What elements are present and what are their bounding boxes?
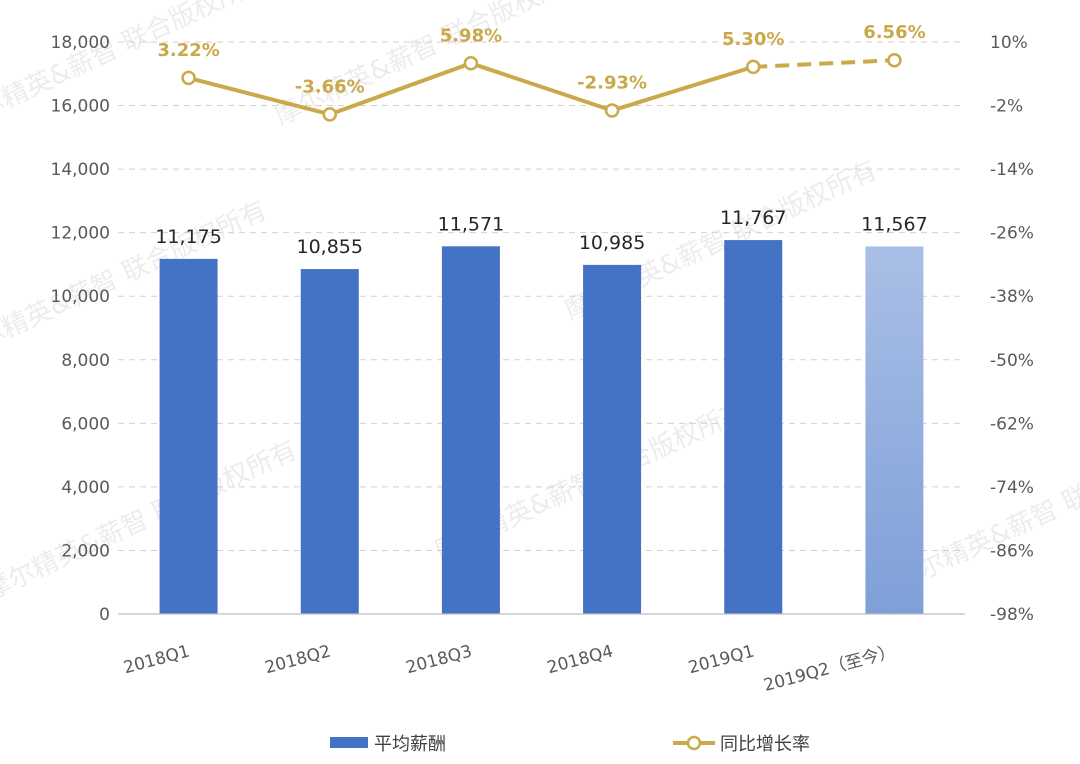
- bar: [724, 240, 783, 614]
- growth-value-label: -2.93%: [577, 72, 647, 93]
- y-left-tick-label: 14,000: [51, 160, 110, 180]
- line-series: 3.22% -3.66% 5.98% -2.93% 5.30% 6.56%: [157, 22, 926, 122]
- y-left-tick-label: 12,000: [51, 224, 110, 244]
- y-left-tick-label: 18,000: [51, 33, 110, 53]
- watermark-text: 摩尔精英&薪智 联合版权所有: [0, 435, 302, 606]
- bar: [865, 246, 924, 614]
- bar-series: 11,175 10,855 11,571 10,985 11,767 11,567: [155, 207, 928, 615]
- bar-value-label: 10,985: [579, 232, 645, 254]
- legend-line-marker: [686, 735, 702, 751]
- y-left-tick-label: 6,000: [61, 414, 110, 434]
- growth-value-label: 3.22%: [157, 40, 219, 61]
- x-tick-label: 2019Q2（至今）: [762, 642, 898, 696]
- bar: [441, 246, 500, 615]
- growth-point: [322, 107, 337, 122]
- growth-point: [887, 52, 902, 68]
- y-left-tick-label: 16,000: [51, 97, 110, 117]
- y-right-tick-label: -14%: [990, 160, 1034, 180]
- watermark-text: 摩尔精英&薪智 联合版权所有: [0, 0, 272, 136]
- y-right-tick-label: -86%: [990, 541, 1034, 561]
- y-left-tick-label: 8,000: [61, 351, 110, 371]
- grid-lines: [118, 41, 965, 551]
- bar-value-label: 11,175: [155, 226, 221, 248]
- y-left-tick-label: 10,000: [51, 287, 110, 307]
- growth-value-label: 5.98%: [440, 25, 502, 46]
- y-right-tick-label: -2%: [990, 97, 1023, 117]
- bar: [583, 264, 642, 614]
- growth-point: [181, 70, 196, 86]
- growth-value-label: 5.30%: [722, 29, 784, 50]
- y-right-tick-label: -38%: [990, 287, 1034, 307]
- x-tick-label: 2018Q4: [545, 642, 615, 679]
- bar: [159, 258, 218, 614]
- y-right-tick-label: -74%: [990, 478, 1034, 498]
- y-right-tick-label: -50%: [990, 351, 1034, 371]
- growth-point: [463, 56, 479, 71]
- y-left-tick-label: 0: [99, 605, 110, 625]
- growth-line-forecast: [753, 58, 895, 69]
- bar-value-label: 10,855: [297, 236, 363, 258]
- x-tick-label: 2018Q2: [263, 642, 333, 679]
- y-right-tick-label: 10%: [990, 33, 1028, 53]
- growth-value-label: 6.56%: [863, 22, 925, 43]
- legend-bar-swatch: [330, 737, 368, 748]
- growth-point: [746, 59, 761, 75]
- y-left-tick-label: 2,000: [61, 541, 110, 561]
- y-right-tick-label: -98%: [990, 605, 1034, 625]
- legend-line-label: 同比增长率: [720, 734, 810, 755]
- y-left-tick-label: 4,000: [61, 478, 110, 498]
- bar-value-label: 11,567: [861, 213, 927, 235]
- x-tick-label: 2018Q1: [122, 642, 192, 679]
- bar-value-label: 11,571: [438, 213, 504, 235]
- y-right-tick-label: -26%: [990, 224, 1034, 244]
- legend: 平均薪酬 同比增长率: [330, 734, 810, 755]
- growth-point: [604, 103, 620, 118]
- bar-value-label: 11,767: [720, 207, 786, 229]
- x-tick-label: 2018Q3: [404, 642, 474, 679]
- growth-value-label: -3.66%: [295, 76, 365, 97]
- y-right-tick-label: -62%: [990, 414, 1034, 434]
- x-tick-label: 2019Q1: [686, 642, 756, 679]
- bar: [300, 269, 359, 614]
- legend-bar-label: 平均薪酬: [374, 734, 446, 755]
- watermark-text: 摩尔精英&薪智 联合版权所有: [0, 195, 272, 366]
